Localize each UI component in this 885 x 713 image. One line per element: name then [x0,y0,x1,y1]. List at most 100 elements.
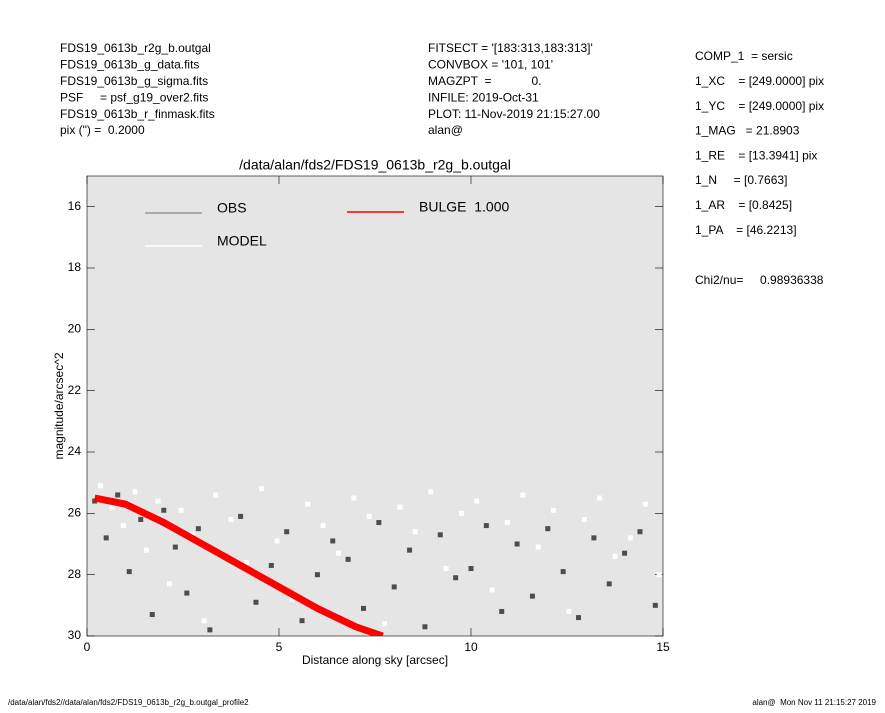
data-point [201,618,207,624]
data-point [345,556,351,562]
data-point [126,569,132,575]
y-tick-label: 20 [68,322,82,336]
fit-result: 1_YC = [249.0000] pix [695,99,824,113]
legend-label: MODEL [217,233,267,249]
y-tick-label: 28 [68,567,82,581]
data-point [656,572,662,578]
header-text: PSF = psf_g19_over2.fits [60,90,208,104]
fit-result: 1_RE = [13.3941] pix [695,148,817,162]
fit-result: 1_N = [0.7663] [695,173,787,187]
x-tick-label: 0 [84,640,91,654]
fit-result: Chi2/nu= 0.98936338 [695,273,824,287]
data-point [274,538,280,544]
data-point [184,590,190,596]
data-point [652,602,658,608]
x-axis-label: Distance along sky [arcsec] [302,653,448,667]
fit-result: 1_MAG = 21.8903 [695,124,800,138]
data-point [360,605,366,611]
data-point [612,553,618,559]
data-point [109,504,115,510]
data-point [397,504,403,510]
footer-left: /data/alan/fds2//data/alan/fds2/FDS19_06… [8,698,249,707]
y-tick-label: 24 [68,444,82,458]
data-point [489,587,495,593]
data-point [529,593,535,599]
data-point [499,608,505,614]
legend-label: OBS [217,200,247,216]
header-text: FITSECT = '[183:313,183:313]' [428,41,593,55]
header-text: FDS19_0613b_g_data.fits [60,58,199,72]
data-point [299,618,305,624]
header-text: pix (") = 0.2000 [60,123,145,137]
data-point [155,498,161,504]
fit-result: 1_AR = [0.8425] [695,198,792,212]
data-point [207,627,213,633]
x-tick-label: 15 [656,640,670,654]
x-tick-label: 10 [464,640,478,654]
data-point [535,544,541,550]
data-point [428,489,434,495]
data-point [407,547,413,553]
data-point [637,529,643,535]
data-point [149,612,155,618]
data-point [284,529,290,535]
data-point [172,544,178,550]
data-point [314,572,320,578]
data-point [213,492,219,498]
header-text: MAGZPT = 0. [428,74,541,88]
data-point [103,535,109,541]
data-point [391,584,397,590]
data-point [474,498,480,504]
data-point [120,523,126,529]
data-point [336,550,342,556]
x-tick-label: 5 [276,640,283,654]
data-point [453,575,459,581]
chart-title: /data/alan/fds2/FDS19_0613b_r2g_b.outgal [239,157,511,173]
y-tick-label: 30 [68,628,82,642]
data-point [305,501,311,507]
data-point [643,501,649,507]
fit-result: COMP_1 = sersic [695,49,793,63]
data-point [268,562,274,568]
data-point [576,615,582,621]
data-point [566,608,572,614]
header-text: alan@ [428,123,463,137]
data-point [195,526,201,532]
data-point [161,507,167,513]
data-point [591,535,597,541]
data-point [514,541,520,547]
data-point [138,516,144,522]
data-point [458,510,464,516]
legend-label: BULGE 1.000 [419,199,509,215]
y-tick-label: 18 [68,260,82,274]
data-point [412,529,418,535]
data-point [520,492,526,498]
data-point [606,581,612,587]
data-point [178,507,184,513]
header-text: FDS19_0613b_g_sigma.fits [60,74,208,88]
data-point [443,566,449,572]
header-text: FDS19_0613b_r2g_b.outgal [60,41,211,55]
header-text: CONVBOX = '101, 101' [428,58,553,72]
data-point [581,516,587,522]
data-point [382,621,388,627]
data-point [144,547,150,553]
data-point [243,559,249,565]
y-tick-label: 26 [68,506,82,520]
y-tick-label: 22 [68,383,82,397]
y-axis-label: magnitude/arcsec^2 [52,352,66,459]
data-point [422,624,428,630]
model-curve [93,494,384,636]
plot-area [86,175,664,637]
data-point [483,523,489,529]
data-point [545,526,551,532]
data-point [504,520,510,526]
fit-result: 1_XC = [249.0000] pix [695,74,824,88]
data-point [115,492,121,498]
data-point [366,513,372,519]
data-point [627,535,633,541]
data-point [259,486,265,492]
data-point [376,520,382,526]
header-text: INFILE: 2019-Oct-31 [428,90,539,104]
